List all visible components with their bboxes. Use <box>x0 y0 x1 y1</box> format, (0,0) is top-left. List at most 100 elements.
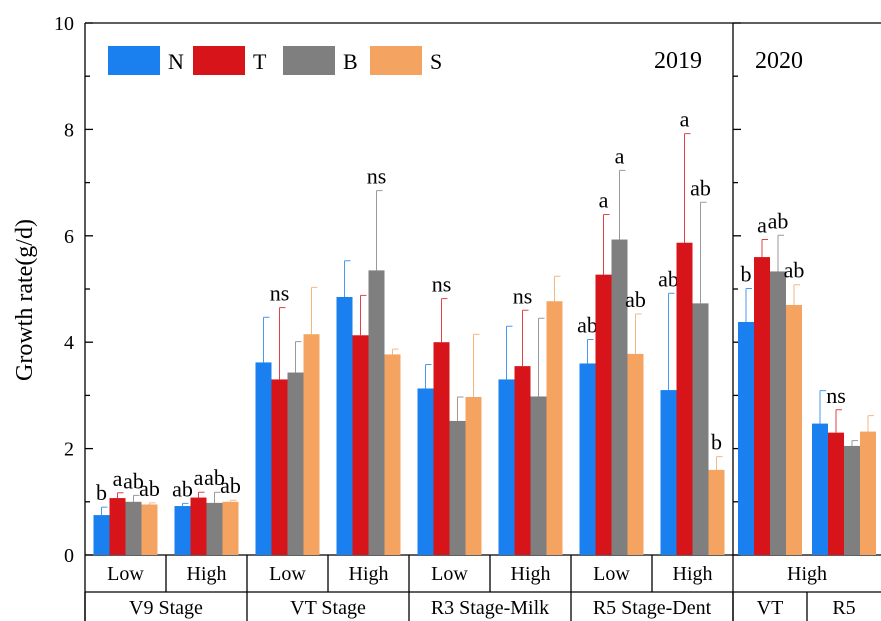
bar <box>433 342 450 555</box>
bar <box>255 362 272 555</box>
bar <box>738 321 754 555</box>
bar <box>417 388 434 555</box>
error-bar <box>376 190 383 271</box>
error-bar <box>554 275 561 302</box>
bar <box>754 257 770 555</box>
legend-swatch <box>370 46 422 75</box>
error-bar <box>473 333 480 397</box>
significance-label: ab <box>172 476 193 501</box>
significance-label: a <box>615 143 625 168</box>
error-bar <box>684 133 691 243</box>
significance-label: ab <box>220 473 241 498</box>
y-tick-label: 0 <box>64 545 74 567</box>
bar <box>676 242 693 555</box>
y-tick-label: 6 <box>64 226 74 248</box>
category-label: Low <box>593 563 630 585</box>
bar <box>498 379 515 555</box>
legend-label: T <box>253 49 267 74</box>
error-bar <box>263 316 270 363</box>
error-bar <box>522 309 529 367</box>
significance-label: ns <box>432 272 452 297</box>
error-bar <box>214 491 221 503</box>
bar <box>222 501 239 555</box>
y-axis-label: Growth rate(g/d) <box>12 219 38 381</box>
group-label: VT <box>757 597 784 619</box>
significance-label: ab <box>123 468 144 493</box>
significance-label: b <box>741 261 752 286</box>
legend-swatch <box>283 46 335 75</box>
bar <box>303 334 320 555</box>
bar <box>384 354 401 555</box>
error-bar <box>506 325 513 380</box>
bar <box>708 469 725 555</box>
significance-label: a <box>680 107 690 132</box>
error-bar <box>441 298 448 343</box>
error-bar <box>603 214 610 275</box>
error-bar <box>668 292 675 391</box>
bar <box>828 432 844 555</box>
bar <box>627 353 644 555</box>
bar <box>271 379 288 555</box>
legend-label: B <box>343 49 358 74</box>
error-bar <box>761 239 768 258</box>
y-tick-label: 4 <box>64 332 74 354</box>
bar <box>546 301 563 555</box>
significance-label: a <box>599 188 609 213</box>
error-bar <box>311 286 318 335</box>
category-label: Low <box>431 563 468 585</box>
error-bar <box>360 294 367 336</box>
error-bar <box>198 491 205 498</box>
bar <box>595 274 612 555</box>
bar <box>579 363 596 555</box>
panel-title: 2019 <box>654 48 702 74</box>
group-label: R5 <box>832 597 855 619</box>
bar <box>206 502 223 555</box>
category-label: High <box>349 563 389 585</box>
bar <box>190 497 207 555</box>
y-tick-label: 10 <box>54 13 74 35</box>
bar <box>93 515 110 555</box>
significance-label: ab <box>139 476 160 501</box>
error-bar <box>538 317 545 397</box>
bar <box>660 390 677 555</box>
bar <box>844 445 860 555</box>
category-label: Low <box>107 563 144 585</box>
bar <box>530 396 547 555</box>
group-label: R3 Stage-Milk <box>431 597 549 619</box>
significance-label: a <box>113 466 123 491</box>
bar <box>812 423 828 555</box>
error-bar <box>587 339 594 364</box>
error-bar <box>457 396 464 421</box>
error-bar <box>425 364 432 389</box>
bar <box>336 296 353 555</box>
significance-label: a <box>757 213 767 238</box>
category-label: Low <box>269 563 306 585</box>
error-bar <box>117 492 124 499</box>
error-bar <box>819 390 826 424</box>
bar <box>692 303 709 555</box>
significance-label: ab <box>625 287 646 312</box>
error-bar <box>392 348 399 355</box>
error-bar <box>635 313 642 354</box>
bar <box>109 498 126 555</box>
bar <box>770 271 786 555</box>
group-label: R5 Stage-Dent <box>593 597 712 619</box>
error-bar <box>793 284 800 305</box>
legend-swatch <box>193 46 245 75</box>
bar <box>786 304 802 555</box>
bar <box>860 431 876 555</box>
significance-label: ab <box>768 208 789 233</box>
bar <box>352 335 369 555</box>
bar <box>465 396 482 555</box>
bar <box>141 504 158 555</box>
significance-label: ab <box>784 258 805 283</box>
error-bar <box>777 234 784 272</box>
panel-title: 2020 <box>755 48 803 74</box>
error-bar <box>133 494 140 502</box>
error-bar <box>149 502 156 505</box>
error-bar <box>619 169 626 240</box>
legend-swatch <box>108 46 160 75</box>
error-bar <box>700 201 707 304</box>
significance-label: ab <box>690 175 711 200</box>
y-tick-label: 8 <box>64 119 74 141</box>
